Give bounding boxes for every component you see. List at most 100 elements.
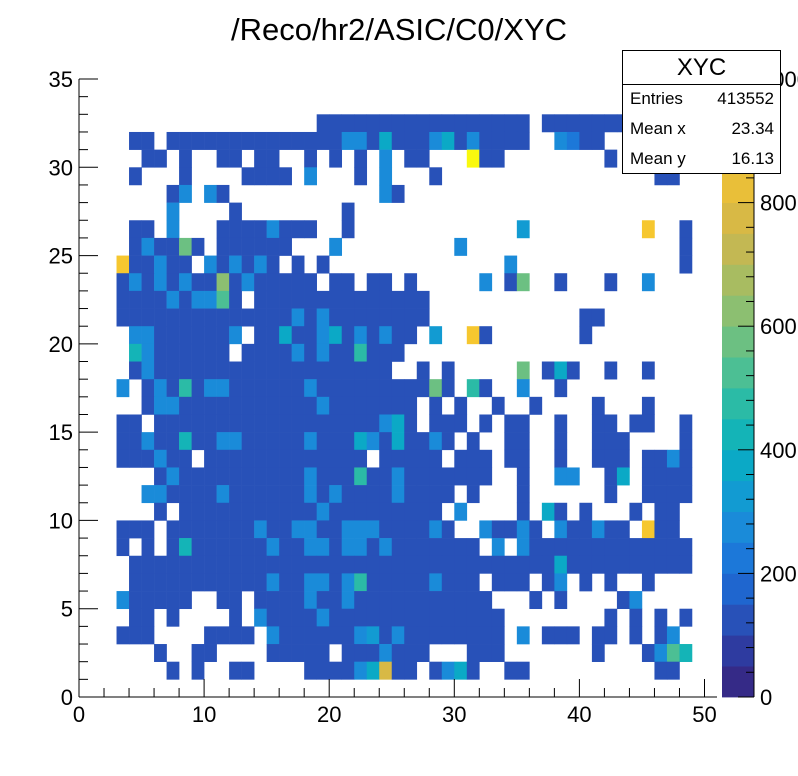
- heatmap-cell: [479, 520, 493, 539]
- heatmap-cell: [416, 608, 430, 627]
- heatmap-cell: [479, 131, 493, 150]
- heatmap-cell: [154, 326, 167, 345]
- heatmap-cell: [141, 396, 155, 415]
- heatmap-cell: [241, 626, 255, 645]
- heatmap-cell: [154, 343, 167, 362]
- heatmap-cell: [354, 555, 368, 574]
- heatmap-cell: [491, 396, 505, 415]
- heatmap-cell: [229, 573, 242, 592]
- heatmap-cell: [516, 220, 530, 239]
- heatmap-cell: [404, 379, 418, 398]
- heatmap-cell: [316, 644, 330, 662]
- heatmap-cell: [129, 273, 142, 292]
- heatmap-cell: [129, 573, 142, 592]
- heatmap-cell: [279, 308, 292, 327]
- heatmap-cell: [429, 379, 443, 398]
- heatmap-cell: [166, 343, 180, 362]
- heatmap-cell: [404, 573, 418, 592]
- palette-swatch: [722, 264, 754, 296]
- heatmap-cell: [204, 361, 217, 380]
- heatmap-cell: [154, 449, 167, 468]
- heatmap-cell: [354, 149, 368, 168]
- heatmap-cell: [354, 538, 368, 557]
- heatmap-cell: [441, 432, 455, 451]
- heatmap-cell: [466, 326, 480, 345]
- heatmap-cell: [641, 538, 655, 557]
- heatmap-cell: [241, 379, 255, 398]
- heatmap-cell: [454, 467, 468, 486]
- y-tick-label: 15: [49, 420, 73, 445]
- heatmap-cell: [554, 432, 568, 451]
- heatmap-cell: [354, 573, 368, 592]
- heatmap-cell: [166, 432, 180, 451]
- heatmap-cell: [154, 432, 167, 451]
- heatmap-cell: [654, 608, 668, 627]
- heatmap-cell: [141, 290, 155, 309]
- heatmap-cell: [541, 573, 555, 592]
- palette-swatch: [722, 511, 754, 543]
- heatmap-cell: [316, 255, 330, 274]
- heatmap-cell: [329, 114, 343, 133]
- heatmap-cell: [129, 290, 142, 309]
- heatmap-cell: [354, 414, 368, 433]
- heatmap-cell: [279, 467, 292, 486]
- heatmap-cell: [466, 644, 480, 662]
- heatmap-cell: [366, 343, 380, 362]
- heatmap-cell: [329, 520, 343, 539]
- heatmap-cell: [466, 555, 480, 574]
- y-tick-label: 25: [49, 244, 73, 269]
- heatmap-cell: [229, 608, 242, 627]
- heatmap-cell: [191, 361, 205, 380]
- heatmap-cell: [641, 555, 655, 574]
- heatmap-cell: [154, 502, 167, 521]
- heatmap-cell: [266, 467, 280, 486]
- heatmap-cell: [516, 449, 530, 468]
- heatmap-cell: [291, 396, 305, 415]
- heatmap-cell: [204, 290, 217, 309]
- axes: 0 10 20 30 40 50 0 5 10 15 20 25 30 35: [49, 67, 717, 727]
- heatmap-cell: [266, 449, 280, 468]
- heatmap-cell: [341, 538, 355, 557]
- heatmap-cell: [291, 361, 305, 380]
- heatmap-cell: [229, 591, 242, 610]
- heatmap-cell: [391, 414, 405, 433]
- heatmap-cell: [366, 502, 380, 521]
- palette-swatch: [722, 542, 754, 574]
- heatmap-cell: [341, 343, 355, 362]
- heatmap-cell: [516, 414, 530, 433]
- heatmap-cell: [166, 485, 180, 504]
- heatmap-cell: [229, 308, 242, 327]
- heatmap-cell: [154, 237, 167, 256]
- heatmap-cell: [341, 396, 355, 415]
- heatmap-cell: [604, 432, 618, 451]
- heatmap-cell: [354, 326, 368, 345]
- heatmap-cell: [329, 326, 343, 345]
- heatmap-cell: [604, 361, 618, 380]
- heatmap-cell: [566, 520, 580, 539]
- heatmap-cell: [504, 555, 518, 574]
- heatmap-cell: [354, 131, 368, 150]
- heatmap-cell: [479, 114, 493, 133]
- heatmap-cell: [429, 467, 443, 486]
- heatmap-cell: [366, 644, 380, 662]
- heatmap-cell: [316, 414, 330, 433]
- heatmap-cell: [316, 131, 330, 150]
- heatmap-cell: [141, 361, 155, 380]
- heatmap-cell: [329, 273, 343, 292]
- heatmap-cell: [254, 343, 267, 362]
- heatmap-cell: [479, 608, 493, 627]
- heatmap-cell: [241, 414, 255, 433]
- heatmap-cell: [216, 485, 230, 504]
- heatmap-cell: [191, 290, 205, 309]
- heatmap-cell: [216, 591, 230, 610]
- heatmap-cell: [304, 591, 317, 610]
- heatmap-cell: [204, 343, 217, 362]
- heatmap-cell: [116, 520, 130, 539]
- heatmap-cell: [241, 308, 255, 327]
- heatmap-cell: [429, 396, 443, 415]
- heatmap-cell: [366, 396, 380, 415]
- heatmap-cell: [604, 449, 618, 468]
- heatmap-cell: [304, 361, 317, 380]
- heatmap-cell: [129, 308, 142, 327]
- heatmap-cell: [291, 326, 305, 345]
